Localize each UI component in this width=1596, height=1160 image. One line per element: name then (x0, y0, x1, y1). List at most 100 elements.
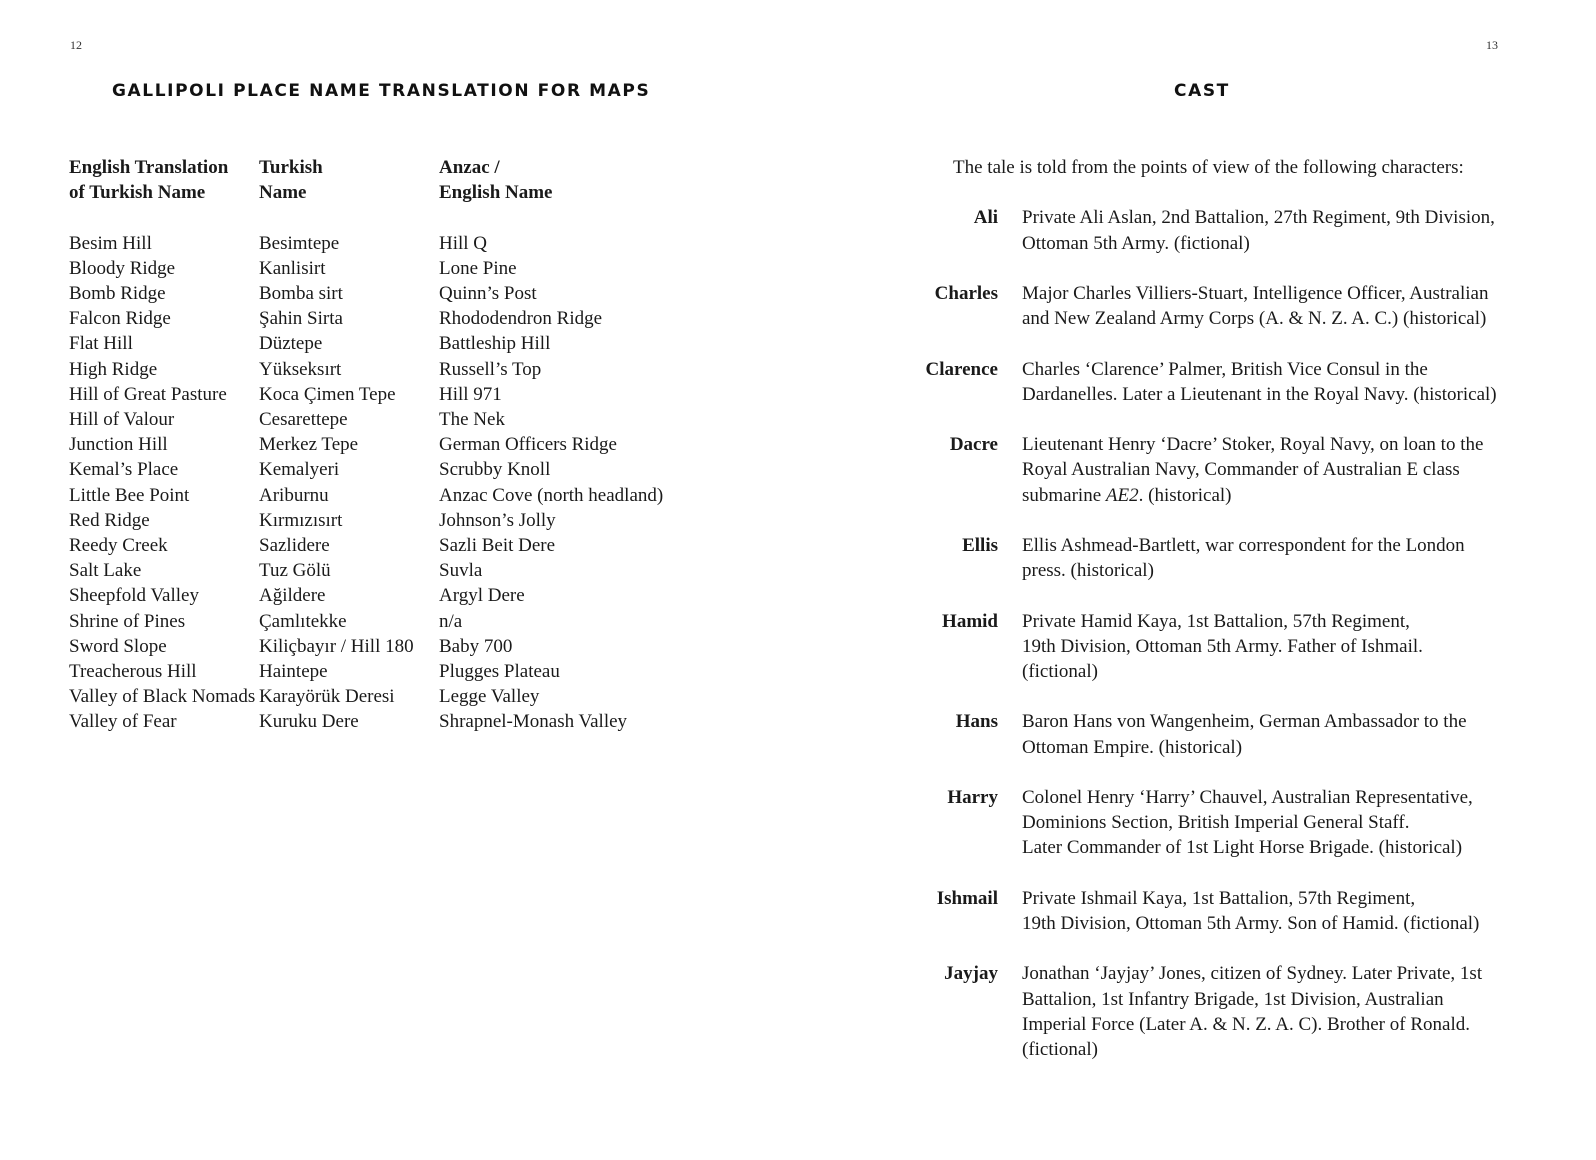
english-translation: Valley of Black Nomads (69, 686, 256, 708)
turkish-name: Kemalyeri (259, 459, 340, 481)
cast-entry: Ishmail Private Ishmail Kaya, 1st Battali… (900, 886, 1497, 936)
description-text: Baron Hans von Wangenheim, German Ambass… (1022, 711, 1467, 733)
cast-entry: Harry Colonel Henry ‘Harry’ Chauvel, Aust… (900, 785, 1497, 861)
character-name: Ellis (962, 534, 998, 556)
table-row: Valley of Fear Kuruku Dere Shrapnel-Monash… (69, 709, 699, 734)
description-text: Battalion, 1st Infantry Brigade, 1st Div… (1022, 988, 1444, 1010)
anzac-name: n/a (439, 610, 463, 632)
table-row: Kemal’s Place Kemalyeri Scrubby Knoll (69, 457, 699, 482)
description-line: Imperial Force (Later A. & N. Z. A. C). … (1022, 1012, 1482, 1037)
description-text: and New Zealand Army Corps (A. & N. Z. A… (1022, 308, 1487, 330)
description-line: Private Ali Aslan, 2nd Battalion, 27th R… (1022, 205, 1495, 230)
anzac-name: Quinn’s Post (439, 283, 537, 305)
description-text: (fictional) (1022, 660, 1098, 682)
table-header-row: of Turkish Name Name English Name (69, 180, 699, 205)
turkish-name: Düztepe (259, 333, 323, 355)
turkish-name: Kuruku Dere (259, 711, 359, 733)
anzac-name: The Nek (439, 409, 505, 431)
character-description: Private Ishmail Kaya, 1st Battalion, 57t… (1022, 886, 1479, 936)
table-row: Valley of Black Nomads Karayörük Deresi Le… (69, 684, 699, 709)
english-translation: Bomb Ridge (69, 283, 166, 305)
cast-intro: The tale is told from the points of view… (953, 157, 1464, 178)
table-row: Besim Hill Besimtepe Hill Q (69, 231, 699, 256)
description-text: Major Charles Villiers-Stuart, Intellige… (1022, 282, 1489, 304)
anzac-name: Plugges Plateau (439, 661, 560, 683)
description-line: Ottoman 5th Army. (fictional) (1022, 231, 1495, 256)
character-description: Colonel Henry ‘Harry’ Chauvel, Australia… (1022, 785, 1473, 861)
anzac-name: Sazli Beit Dere (439, 535, 556, 557)
turkish-name: Haintepe (259, 661, 328, 683)
character-description: Lieutenant Henry ‘Dacre’ Stoker, Royal N… (1022, 432, 1483, 508)
anzac-name: Battleship Hill (439, 333, 551, 355)
turkish-name: Koca Çimen Tepe (259, 383, 396, 405)
anzac-name: Russell’s Top (439, 358, 542, 380)
anzac-name: Argyl Dere (439, 585, 525, 607)
anzac-name: Baby 700 (439, 635, 513, 657)
description-text: Ottoman Empire. (historical) (1022, 736, 1243, 758)
table-row: High Ridge Yükseksırt Russell’s Top (69, 357, 699, 382)
table-row: Falcon Ridge Şahin Sirta Rhododendron Ridg… (69, 306, 699, 331)
turkish-name: Karayörük Deresi (259, 686, 395, 708)
description-line: Dardanelles. Later a Lieutenant in the R… (1022, 382, 1497, 407)
table-row: Flat Hill Düztepe Battleship Hill (69, 331, 699, 356)
description-text: Lieutenant Henry ‘Dacre’ Stoker, Royal N… (1022, 434, 1484, 456)
english-translation: Little Bee Point (69, 484, 190, 506)
table-row: Hill of Valour Cesarettepe The Nek (69, 407, 699, 432)
english-translation: Treacherous Hill (69, 661, 197, 683)
table-row: Red Ridge Kırmızısırt Johnson’s Jolly (69, 508, 699, 533)
place-name-table: English Translation Turkish Anzac / of Turk… (69, 155, 699, 735)
cast-entry: Ali Private Ali Aslan, 2nd Battalion, 27t… (900, 205, 1497, 255)
character-name: Clarence (925, 358, 998, 380)
turkish-name: Besimtepe (259, 232, 340, 254)
english-translation: Red Ridge (69, 509, 150, 531)
turkish-name: Ariburnu (259, 484, 329, 506)
description-line: Battalion, 1st Infantry Brigade, 1st Div… (1022, 987, 1482, 1012)
page-number-right: 13 (1486, 38, 1498, 52)
character-description: Charles ‘Clarence’ Palmer, British Vice … (1022, 357, 1497, 407)
description-line: submarine AE2. (historical) (1022, 483, 1483, 508)
turkish-name: Tuz Gölü (259, 560, 331, 582)
column-header: Name (259, 182, 307, 204)
character-name: Harry (947, 786, 998, 808)
anzac-name: Rhododendron Ridge (439, 308, 603, 330)
english-translation: Sword Slope (69, 635, 167, 657)
english-translation: Hill of Great Pasture (69, 383, 227, 405)
cast-entry: Hans Baron Hans von Wangenheim, German Am… (900, 709, 1497, 759)
english-translation: Valley of Fear (69, 711, 177, 733)
cast-entry: Dacre Lieutenant Henry ‘Dacre’ Stoker, Ro… (900, 432, 1497, 508)
description-text: Royal Australian Navy, Commander of Aust… (1022, 459, 1460, 481)
turkish-name: Cesarettepe (259, 409, 348, 431)
description-text: AE2 (1105, 484, 1139, 506)
table-row: Sword Slope Kiliçbayır / Hill 180 Baby 700 (69, 634, 699, 659)
description-line: Baron Hans von Wangenheim, German Ambass… (1022, 709, 1467, 734)
table-row: Treacherous Hill Haintepe Plugges Plateau (69, 659, 699, 684)
description-text: Dardanelles. Later a Lieutenant in the R… (1022, 383, 1497, 405)
column-header: of Turkish Name (69, 182, 206, 204)
cast-entry: Clarence Charles ‘Clarence’ Palmer, Briti… (900, 357, 1497, 407)
cast-list: Ali Private Ali Aslan, 2nd Battalion, 27t… (900, 205, 1497, 1087)
description-line: Jonathan ‘Jayjay’ Jones, citizen of Sydn… (1022, 961, 1482, 986)
cast-entry: Jayjay Jonathan ‘Jayjay’ Jones, citizen o… (900, 961, 1497, 1062)
character-name: Hamid (942, 610, 998, 632)
table-row: Hill of Great Pasture Koca Çimen Tepe Hill… (69, 382, 699, 407)
description-text: Private Ali Aslan, 2nd Battalion, 27th R… (1022, 207, 1495, 229)
description-line: Ottoman Empire. (historical) (1022, 735, 1467, 760)
turkish-name: Merkez Tepe (259, 434, 359, 456)
turkish-name: Kiliçbayır / Hill 180 (259, 635, 414, 657)
description-text: . (historical) (1138, 484, 1232, 506)
description-line: (fictional) (1022, 659, 1423, 684)
turkish-name: Çamlıtekke (259, 610, 347, 632)
english-translation: Besim Hill (69, 232, 152, 254)
description-line: Charles ‘Clarence’ Palmer, British Vice … (1022, 357, 1497, 382)
description-line: press. (historical) (1022, 558, 1465, 583)
english-translation: Junction Hill (69, 434, 168, 456)
description-text: Ellis Ashmead-Bartlett, war corresponden… (1022, 534, 1465, 556)
cast-entry: Hamid Private Hamid Kaya, 1st Battalion, … (900, 609, 1497, 685)
description-text: Colonel Henry ‘Harry’ Chauvel, Australia… (1022, 786, 1473, 808)
description-line: Major Charles Villiers-Stuart, Intellige… (1022, 281, 1488, 306)
english-translation: Shrine of Pines (69, 610, 186, 632)
cast-title: CAST (1174, 81, 1230, 101)
anzac-name: Legge Valley (439, 686, 540, 708)
anzac-name: Suvla (439, 560, 483, 582)
description-line: Colonel Henry ‘Harry’ Chauvel, Australia… (1022, 785, 1473, 810)
